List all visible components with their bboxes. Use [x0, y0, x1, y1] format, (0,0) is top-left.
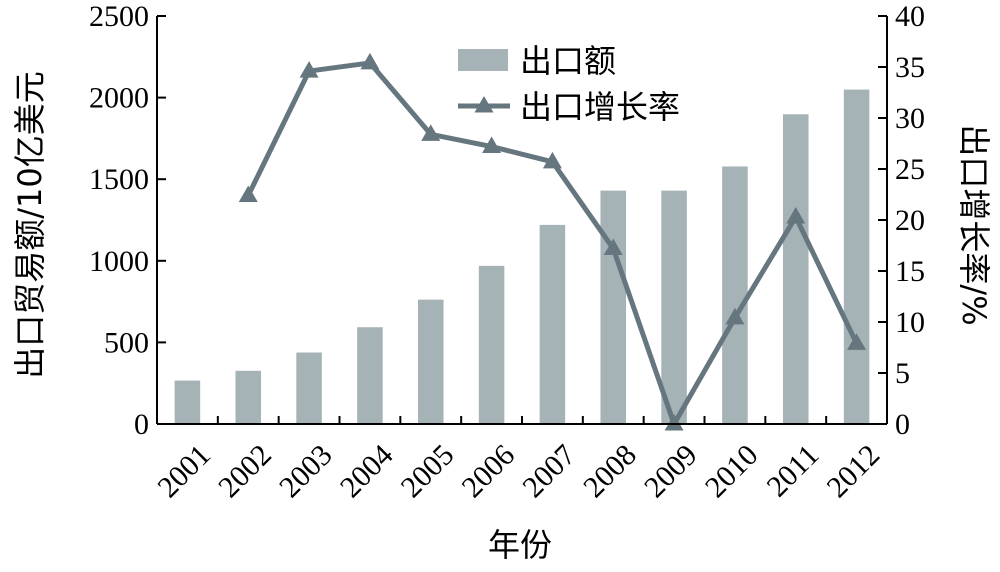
y-tick-label: 2000 [89, 82, 149, 115]
y2-tick-label: 0 [895, 408, 910, 441]
y-tick-label: 1000 [89, 245, 149, 278]
growth-marker-2004 [360, 52, 380, 70]
x-tick-label: 2011 [760, 438, 825, 503]
y2-tick-label: 30 [895, 102, 925, 135]
y-tick-label: 0 [134, 408, 149, 441]
y2-tick-label: 20 [895, 204, 925, 237]
y2-tick-label: 15 [895, 255, 925, 288]
y2-tick-label: 5 [895, 357, 910, 390]
x-tick-label: 2008 [577, 438, 643, 504]
bar-2008 [600, 190, 627, 424]
x-tick-label: 2007 [516, 438, 582, 504]
bar-2001 [174, 380, 201, 424]
x-tick-label: 2009 [638, 438, 704, 504]
line-group [238, 52, 867, 431]
bar-2012 [843, 89, 870, 424]
growth-marker-2008 [603, 238, 623, 256]
growth-marker-2003 [299, 61, 319, 78]
x-tick-label: 2002 [212, 438, 278, 504]
growth-marker-2002 [238, 185, 258, 203]
bar-2003 [296, 352, 322, 424]
bar-2002 [235, 370, 262, 424]
bar-2004 [357, 327, 383, 424]
growth-marker-2010 [725, 307, 745, 325]
bar-2007 [539, 224, 566, 424]
legend-bar-label: 出口额 [520, 42, 616, 80]
bar-2010 [722, 166, 748, 424]
y-axis-title: 出口贸易额/10亿美元 [11, 71, 49, 379]
x-tick-label: 2005 [395, 438, 461, 504]
x-tick-label: 2006 [455, 438, 521, 504]
growth-marker-2007 [542, 151, 562, 169]
y-tick-label: 1500 [89, 163, 149, 196]
x-axis-title: 年份 [488, 526, 552, 564]
bar-2011 [782, 114, 809, 424]
growth-marker-2009 [664, 414, 684, 431]
legend-bar-swatch [458, 49, 508, 71]
x-tick-label: 2003 [273, 438, 339, 504]
x-tick-label: 2012 [820, 438, 886, 504]
growth-marker-2012 [847, 333, 867, 350]
bar-2006 [478, 265, 505, 424]
y2-tick-label: 25 [895, 153, 925, 186]
y-tick-label: 2500 [89, 0, 149, 33]
growth-marker-2006 [482, 136, 502, 154]
growth-marker-2011 [786, 206, 806, 224]
bars-group [174, 89, 870, 424]
bar-2005 [417, 299, 444, 424]
y2-axis-title: 出口增长率/% [955, 124, 993, 325]
bar-2009 [661, 190, 687, 424]
y2-tick-label: 10 [895, 306, 925, 339]
x-tick-label: 2001 [151, 438, 217, 504]
growth-marker-2005 [421, 124, 441, 141]
legend-line-marker [474, 96, 494, 113]
legend: 出口额 出口增长率 [458, 42, 680, 126]
legend-line-label: 出口增长率 [520, 88, 680, 126]
y2-tick-label: 35 [895, 51, 925, 84]
x-tick-label: 2010 [699, 438, 765, 504]
y2-tick-label: 40 [895, 0, 925, 33]
y-tick-label: 500 [104, 326, 149, 359]
x-tick-label: 2004 [334, 438, 400, 504]
